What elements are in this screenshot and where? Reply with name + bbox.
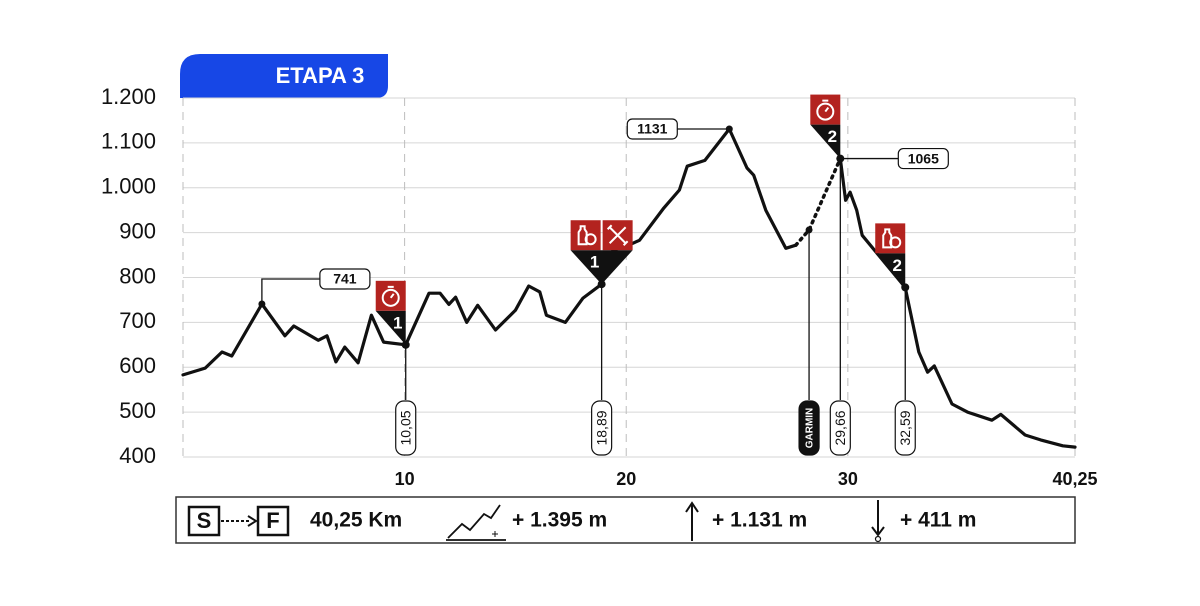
icon-shape <box>889 236 902 249</box>
marker-pennant <box>375 310 406 345</box>
marker-km-label-box <box>894 400 916 456</box>
icon-shape <box>387 285 395 299</box>
icon-food <box>875 223 906 254</box>
peak-label: 1065 <box>908 150 939 166</box>
x-tick-label: 30 <box>838 469 858 489</box>
peak-label: 741 <box>333 271 357 287</box>
peak-point <box>725 125 733 133</box>
y-tick-label: 400 <box>119 443 156 468</box>
peak-label: 1131 <box>637 121 668 137</box>
title-tab <box>180 54 388 98</box>
y-tick-label: 1.100 <box>101 129 156 154</box>
marker-pennant <box>570 250 633 285</box>
peak-label-box <box>319 268 371 290</box>
up-icon <box>685 501 699 541</box>
garmin-point <box>805 226 813 234</box>
y-tick-label: 800 <box>119 263 156 288</box>
down-icon <box>871 500 885 537</box>
marker-point <box>401 340 410 349</box>
icon-shape <box>584 233 597 246</box>
min-altitude: + 411 m <box>900 509 976 532</box>
finish-label: F <box>266 508 279 533</box>
marker-km-label-text: 10,05 <box>397 410 413 445</box>
total-climb: + 1.395 m <box>512 509 607 532</box>
peak-label-box <box>626 118 678 140</box>
x-tick-label: 40,25 <box>1052 469 1097 489</box>
x-tick-label: 10 <box>395 469 415 489</box>
route-arrow-head <box>247 515 258 527</box>
distance: 40,25 Km <box>310 509 402 532</box>
icon-tools <box>602 220 633 251</box>
peak-point <box>258 300 266 308</box>
marker-km-label: 10,05 <box>395 400 417 456</box>
icon-timer <box>375 280 406 311</box>
peak-leader <box>261 278 320 304</box>
y-tick-label: 900 <box>119 218 156 243</box>
marker-badge: 1 <box>393 313 402 332</box>
summary-box <box>175 496 1076 544</box>
y-tick-label: 1.200 <box>101 84 156 109</box>
y-tick-label: 1.000 <box>101 174 156 199</box>
marker-km-label-text: 18,89 <box>593 410 609 445</box>
marker-km-label-box <box>395 400 417 456</box>
y-tick-label: 500 <box>119 398 156 423</box>
marker-point <box>597 280 606 289</box>
marker-km-label-box <box>591 400 613 456</box>
peak-point <box>836 155 844 163</box>
garmin-label-box <box>798 400 820 456</box>
marker-km-label: 18,89 <box>591 400 613 456</box>
y-tick-label: 700 <box>119 308 156 333</box>
climb-icon-plus <box>492 531 498 537</box>
x-tick-label: 20 <box>616 469 636 489</box>
marker-pennant <box>875 253 906 288</box>
start-box <box>187 505 221 537</box>
elevation-line <box>181 127 1077 449</box>
peak-label-box <box>897 147 949 170</box>
garmin-label: GARMIN <box>798 400 820 456</box>
marker-badge: 1 <box>590 253 599 272</box>
marker-km-label: 29,66 <box>829 400 851 456</box>
icon-shape <box>606 224 629 246</box>
marker-km-label-text: 32,59 <box>897 410 913 445</box>
icon-timer <box>810 94 841 125</box>
down-icon-dot <box>874 535 882 543</box>
marker-km-label-text: 29,66 <box>832 410 848 445</box>
climb-icon <box>446 504 506 541</box>
start-label: S <box>197 508 212 533</box>
marker-km-label: 32,59 <box>894 400 916 456</box>
icon-shape <box>822 99 830 113</box>
max-altitude: + 1.131 m <box>712 509 807 532</box>
marker-point <box>901 283 910 292</box>
icon-shape <box>381 288 400 307</box>
finish-box <box>256 505 290 537</box>
garmin-label-text: GARMIN <box>805 408 816 449</box>
marker-pennant <box>810 124 841 159</box>
marker-badge: 2 <box>828 127 837 146</box>
marker-km-label-box <box>829 400 851 456</box>
marker-badge: 2 <box>893 256 902 275</box>
icon-shape <box>816 102 835 121</box>
y-tick-label: 600 <box>119 353 156 378</box>
chart-title: ETAPA 3 <box>276 63 365 88</box>
icon-food <box>570 220 601 251</box>
